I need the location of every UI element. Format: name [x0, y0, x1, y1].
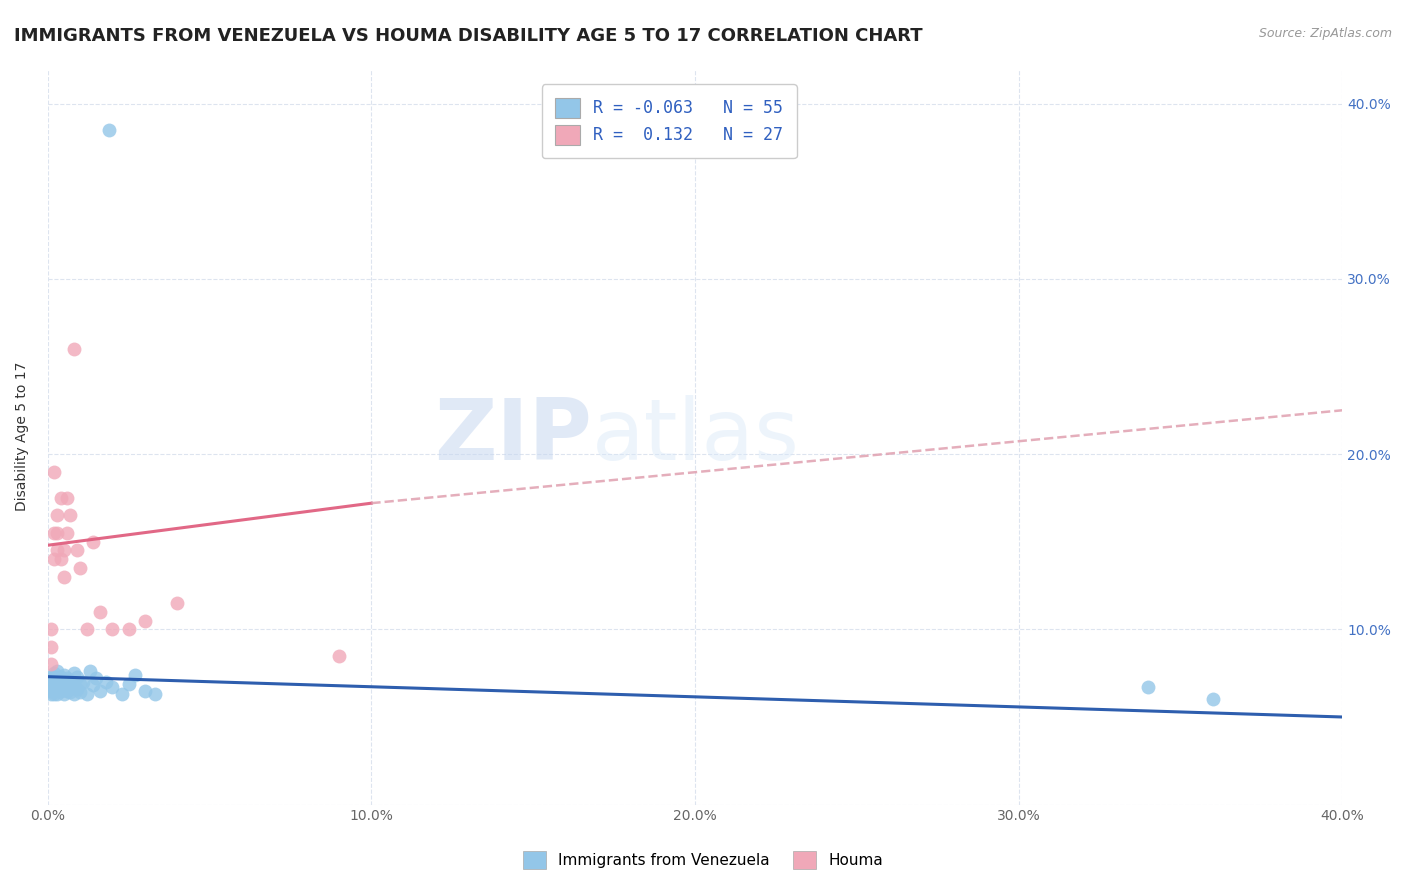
Point [52, 680, 75, 694]
Point [39, 670, 62, 684]
Point [44, 681, 66, 696]
Point [328, 648, 350, 663]
Point [52, 570, 75, 584]
Point [44, 675, 66, 690]
Point [44, 465, 66, 479]
Point [39, 623, 62, 637]
Point [44, 676, 66, 690]
Text: IMMIGRANTS FROM VENEZUELA VS HOUMA DISABILITY AGE 5 TO 17 CORRELATION CHART: IMMIGRANTS FROM VENEZUELA VS HOUMA DISAB… [14, 27, 922, 45]
Point [44, 525, 66, 540]
Text: atlas: atlas [592, 395, 800, 478]
Point [52, 687, 75, 701]
Point [143, 687, 166, 701]
Point [56, 491, 79, 505]
Point [118, 676, 141, 690]
Point [84, 672, 107, 686]
Point [49, 670, 72, 684]
Point [56, 525, 79, 540]
Point [82, 678, 104, 692]
Point [44, 672, 66, 686]
Point [1202, 692, 1225, 706]
Point [89, 605, 111, 619]
Point [39, 640, 62, 654]
Point [124, 668, 146, 682]
Point [52, 668, 75, 682]
Point [118, 623, 141, 637]
Text: ZIP: ZIP [433, 395, 592, 478]
Point [49, 491, 72, 505]
Point [59, 508, 82, 523]
Point [39, 683, 62, 698]
Point [69, 685, 91, 699]
Point [46, 525, 69, 540]
Point [76, 687, 98, 701]
Point [52, 676, 75, 690]
Point [62, 687, 84, 701]
Point [62, 678, 84, 692]
Point [166, 596, 188, 610]
Point [98, 123, 121, 137]
Text: Source: ZipAtlas.com: Source: ZipAtlas.com [1258, 27, 1392, 40]
Legend: R = -0.063   N = 55, R =  0.132   N = 27: R = -0.063 N = 55, R = 0.132 N = 27 [541, 84, 797, 158]
Point [49, 552, 72, 566]
Point [72, 675, 94, 690]
Point [134, 683, 156, 698]
Point [49, 678, 72, 692]
Point [101, 680, 124, 694]
Point [39, 673, 62, 688]
Point [44, 687, 66, 701]
Point [76, 623, 98, 637]
Point [66, 681, 89, 696]
Point [1137, 680, 1160, 694]
Point [49, 681, 72, 696]
Point [46, 672, 69, 686]
Point [79, 665, 101, 679]
Point [44, 666, 66, 681]
Point [62, 342, 84, 356]
Point [69, 676, 91, 690]
Point [46, 508, 69, 523]
Point [49, 683, 72, 698]
Point [134, 614, 156, 628]
Point [56, 672, 79, 686]
Point [46, 687, 69, 701]
Point [62, 666, 84, 681]
Point [59, 685, 82, 699]
Point [56, 683, 79, 698]
Point [46, 678, 69, 692]
Legend: Immigrants from Venezuela, Houma: Immigrants from Venezuela, Houma [517, 845, 889, 875]
Y-axis label: Disability Age 5 to 17: Disability Age 5 to 17 [15, 362, 30, 511]
Point [66, 543, 89, 558]
Point [59, 680, 82, 694]
Point [44, 670, 66, 684]
Point [101, 623, 124, 637]
Point [46, 543, 69, 558]
Point [46, 683, 69, 698]
Point [39, 657, 62, 672]
Point [69, 561, 91, 575]
Point [94, 675, 117, 690]
Point [49, 675, 72, 690]
Point [46, 665, 69, 679]
Point [111, 687, 134, 701]
Point [39, 687, 62, 701]
Point [82, 534, 104, 549]
Point [59, 675, 82, 690]
Point [44, 552, 66, 566]
Point [89, 683, 111, 698]
Point [46, 676, 69, 690]
Point [39, 678, 62, 692]
Point [56, 676, 79, 690]
Point [52, 543, 75, 558]
Point [66, 670, 89, 684]
